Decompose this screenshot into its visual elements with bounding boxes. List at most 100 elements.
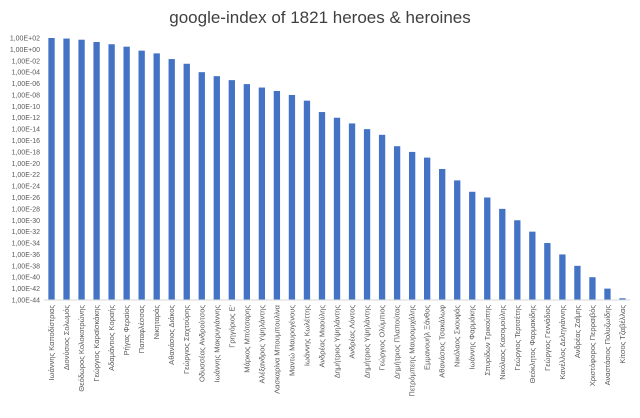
x-tick-label: Δημήτριος Πλαπούτας bbox=[393, 305, 402, 379]
y-tick-label: 1,00E-40 bbox=[12, 275, 41, 282]
bar bbox=[48, 38, 55, 300]
x-tick-label: Γεώργιος Σαχτούρης bbox=[182, 305, 191, 374]
bar bbox=[153, 53, 160, 301]
x-tick-label: Γεώργιος Τερτσέτης bbox=[513, 305, 522, 371]
x-tick-label: Ανδρέας Ζαΐμης bbox=[573, 305, 582, 359]
y-tick-label: 1,00E-10 bbox=[12, 104, 41, 111]
y-tick-label: 1,00E-28 bbox=[12, 206, 41, 213]
x-tick-label: Ανδρέας Μιαούλης bbox=[317, 305, 326, 368]
bar bbox=[604, 288, 611, 300]
x-tick-label: Κίτσος Τζαβέλλας bbox=[618, 305, 627, 364]
x-tick-label: Δημήτριος Υψηλάντης bbox=[363, 305, 372, 379]
x-tick-label: Κανέλλος Δεληγιάννης bbox=[558, 305, 567, 380]
x-tick-label: Ρήγας Φεραίος bbox=[122, 305, 131, 356]
bar bbox=[469, 191, 476, 300]
y-tick-label: 1,00E-22 bbox=[12, 172, 41, 179]
x-tick-label: Νικόλαος Σκουφάς bbox=[453, 305, 462, 367]
x-tick-label: Γεώργιος Γεννάδιος bbox=[543, 305, 552, 371]
bar bbox=[183, 63, 190, 301]
x-tick-label: Ιωάννης Καποδίστριας bbox=[47, 305, 56, 381]
bar bbox=[484, 197, 491, 300]
x-tick-label: Μαντώ Μαυρογένους bbox=[287, 305, 296, 376]
bar bbox=[363, 129, 371, 300]
bar bbox=[318, 112, 326, 300]
bar bbox=[273, 90, 281, 300]
y-tick-label: 1,00E-24 bbox=[12, 184, 41, 191]
x-tick-label: Λασκαρίνα Μπουμπουλίνα bbox=[272, 304, 281, 393]
x-axis: Ιωάννης Καποδίστριας Διονύσιος Σολωμός Θεό… bbox=[44, 299, 630, 397]
bar bbox=[574, 265, 581, 300]
x-tick-label: Χριστόφορος Περραιβός bbox=[588, 305, 597, 387]
y-tick-label: 1,00E+02 bbox=[10, 36, 40, 43]
x-tick-label: Αναστάσιος Πολυζωίδης bbox=[603, 305, 612, 386]
bar bbox=[288, 94, 296, 301]
x-tick-label: Δημήτριος Υψηλάντης bbox=[333, 305, 342, 379]
bar bbox=[258, 87, 266, 300]
y-axis: 1,00E+02 1,00E+00 1,00E-02 1,00E-04 1,00E-06… bbox=[10, 36, 40, 305]
bar bbox=[243, 84, 251, 300]
bar bbox=[589, 277, 596, 300]
bar bbox=[63, 38, 70, 300]
bar bbox=[333, 117, 341, 300]
bar bbox=[93, 41, 100, 301]
x-tick-label: Εμμανουήλ Ξάνθος bbox=[423, 305, 432, 370]
y-tick-label: 1,00E-18 bbox=[12, 149, 41, 156]
x-tick-label: Ιωάννης Κωλέττης bbox=[302, 305, 311, 366]
y-tick-label: 1,00E-16 bbox=[12, 138, 41, 145]
chart-title: google-index of 1821 heroes & heroines bbox=[169, 8, 471, 27]
bar bbox=[198, 72, 205, 300]
bar bbox=[439, 169, 446, 300]
x-tick-label: Νικηταράς bbox=[152, 305, 161, 340]
y-tick-label: 1,00E-06 bbox=[12, 81, 41, 88]
x-tick-label: Γρηγόριος Ε' bbox=[227, 304, 236, 347]
x-tick-label: Θεόδωρος Κολοκοτρώνης bbox=[77, 305, 86, 392]
bar bbox=[108, 44, 115, 300]
x-tick-label: Ιωάννης Φαρμάκης bbox=[468, 305, 477, 370]
y-tick-label: 1,00E-12 bbox=[12, 115, 41, 122]
x-tick-label: Σπυρίδων Τρικούπης bbox=[483, 305, 492, 376]
bar bbox=[499, 208, 506, 300]
y-tick-label: 1,00E-42 bbox=[12, 286, 41, 293]
bars bbox=[48, 38, 626, 301]
bar bbox=[544, 243, 551, 300]
y-tick-label: 1,00E-14 bbox=[12, 127, 41, 134]
bar bbox=[529, 231, 536, 300]
y-tick-label: 1,00E-26 bbox=[12, 195, 41, 202]
x-tick-label: Γεώργιος Καραϊσκάκης bbox=[92, 305, 101, 382]
x-tick-label: Πετρόμπεης Μαυρομιχάλης bbox=[408, 305, 417, 397]
bar bbox=[123, 46, 130, 301]
bar bbox=[454, 180, 461, 300]
x-tick-label: Αδαμάντιος Κοραής bbox=[107, 305, 116, 371]
x-tick-label: Ανδρέας Λόντος bbox=[348, 305, 357, 359]
y-tick-label: 1,00E-02 bbox=[12, 58, 41, 65]
bar bbox=[423, 157, 431, 300]
y-tick-label: 1,00E-44 bbox=[12, 298, 41, 305]
bar bbox=[408, 151, 416, 300]
x-tick-label: Γεώργιος Ολύμπιος bbox=[378, 305, 387, 371]
bar bbox=[228, 80, 235, 300]
x-tick-label: Παπαφλέσσας bbox=[137, 305, 146, 354]
y-tick-label: 1,00E+00 bbox=[10, 47, 40, 54]
x-tick-label: Διονύσιος Σολωμός bbox=[62, 305, 71, 371]
x-tick-label: Αθανάσιος Τσακάλωφ bbox=[438, 305, 447, 378]
x-tick-label: Αθανάσιος Διάκος bbox=[167, 305, 176, 365]
bar bbox=[303, 100, 311, 300]
x-tick-label: Μάρκος Μπότσαρης bbox=[242, 305, 251, 373]
bar bbox=[138, 50, 145, 300]
y-tick-label: 1,00E-32 bbox=[12, 229, 41, 236]
y-tick-label: 1,00E-08 bbox=[12, 92, 41, 99]
y-tick-label: 1,00E-36 bbox=[12, 252, 41, 259]
y-tick-label: 1,00E-38 bbox=[12, 263, 41, 270]
bar bbox=[514, 220, 521, 300]
x-tick-label: Ιωάννης Μακρυγιάννης bbox=[212, 305, 221, 383]
y-tick-label: 1,00E-34 bbox=[12, 241, 41, 248]
x-tick-label: Οδυσσέας Ανδρούτσος bbox=[197, 305, 206, 382]
x-tick-label: Αλέξανδρος Υψηλάντης bbox=[257, 305, 266, 384]
bar bbox=[348, 123, 356, 300]
bar bbox=[78, 39, 85, 300]
bar bbox=[168, 59, 175, 300]
y-tick-label: 1,00E-04 bbox=[12, 70, 41, 77]
bar bbox=[213, 76, 220, 301]
